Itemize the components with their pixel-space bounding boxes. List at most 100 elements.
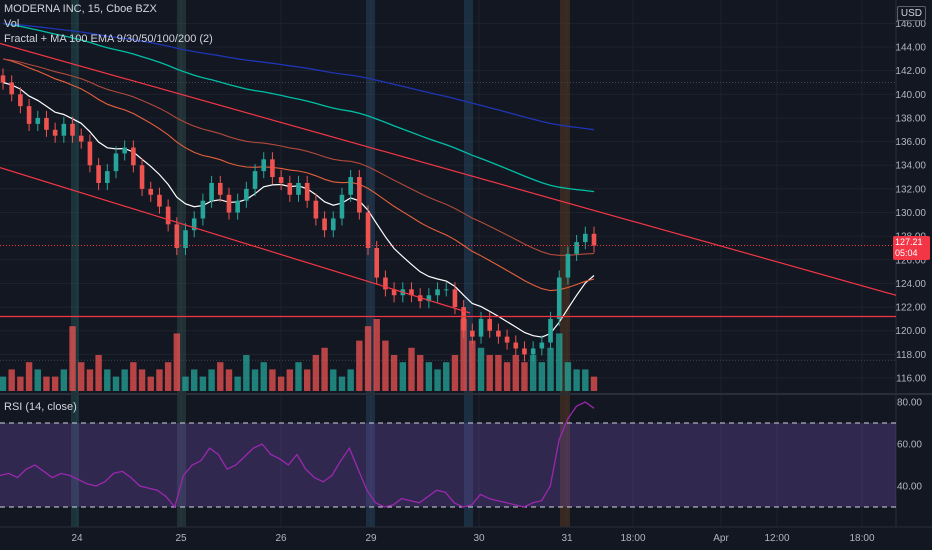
volume-bar bbox=[564, 362, 572, 391]
rsi-tick-label: 40.00 bbox=[897, 482, 922, 493]
volume-bar bbox=[78, 362, 85, 391]
candle-body bbox=[148, 188, 154, 195]
time-tick-label: 25 bbox=[175, 533, 187, 544]
volume-bar bbox=[43, 376, 50, 391]
volume-bar bbox=[321, 347, 328, 391]
price-tick-label: 136.00 bbox=[895, 137, 926, 148]
time-tick-label: 31 bbox=[561, 533, 573, 544]
candle-body bbox=[574, 242, 579, 254]
volume-bar bbox=[164, 362, 172, 391]
volume-bar bbox=[521, 362, 528, 391]
volume-bar bbox=[451, 355, 459, 391]
time-tick-label: 24 bbox=[71, 533, 83, 544]
candle-body bbox=[478, 318, 484, 337]
time-tick-label: 18:00 bbox=[620, 533, 645, 544]
volume-bar bbox=[34, 369, 41, 391]
candle-body bbox=[9, 82, 14, 95]
candle-body bbox=[261, 159, 267, 172]
session-highlight bbox=[366, 0, 375, 527]
session-highlight bbox=[560, 0, 570, 527]
volume-bar bbox=[356, 340, 363, 391]
candle-body bbox=[191, 218, 197, 231]
volume-bar bbox=[243, 355, 250, 391]
candle-body bbox=[104, 171, 110, 183]
volume-bar bbox=[95, 355, 102, 391]
candle-body bbox=[365, 212, 371, 248]
volume-legend[interactable]: Vol bbox=[4, 18, 20, 30]
candle-body bbox=[18, 94, 23, 107]
price-tick-label: 120.00 bbox=[895, 326, 926, 337]
lower-trendline bbox=[0, 167, 471, 314]
candle-body bbox=[26, 106, 32, 124]
volume-bar bbox=[373, 319, 380, 391]
volume-bar bbox=[425, 362, 433, 391]
volume-bar bbox=[130, 362, 137, 391]
candle-body bbox=[452, 289, 458, 308]
candle-body bbox=[417, 295, 423, 302]
volume-bar bbox=[538, 362, 546, 391]
volume-bar bbox=[60, 369, 68, 391]
volume-bar bbox=[382, 340, 389, 391]
volume-bar bbox=[286, 369, 294, 391]
candle-body bbox=[548, 318, 553, 343]
indicator-legend[interactable]: Fractal + MA 100 EMA 9/30/50/100/200 (2) bbox=[4, 33, 213, 45]
volume-bar bbox=[408, 347, 415, 391]
time-tick-label: 12:00 bbox=[764, 533, 789, 544]
candle-body bbox=[313, 200, 319, 219]
candle-body bbox=[470, 330, 475, 337]
volume-bar bbox=[556, 333, 563, 391]
time-tick-label: Apr bbox=[713, 533, 729, 544]
candle-body bbox=[330, 218, 336, 231]
volume-bar bbox=[460, 319, 467, 391]
candle-body bbox=[426, 295, 432, 302]
candle-body bbox=[530, 348, 536, 355]
volume-bar bbox=[303, 369, 311, 391]
bar-countdown: 05:04 bbox=[895, 248, 918, 258]
price-tick-label: 124.00 bbox=[895, 279, 926, 290]
time-tick-label: 26 bbox=[275, 533, 287, 544]
ema-200-line bbox=[2, 22, 595, 131]
time-tick-label: 30 bbox=[473, 533, 485, 544]
volume-bar bbox=[590, 376, 598, 391]
volume-bar bbox=[251, 369, 259, 391]
candle-body bbox=[409, 289, 414, 296]
candle-body bbox=[87, 141, 93, 166]
symbol-legend[interactable]: MODERNA INC, 15, Cboe BZX bbox=[4, 3, 157, 15]
rsi-line bbox=[0, 401, 595, 509]
candle-body bbox=[339, 194, 345, 219]
price-tick-label: 134.00 bbox=[895, 161, 926, 172]
candle-body bbox=[304, 182, 310, 201]
candle-body bbox=[565, 253, 571, 278]
time-tick-label: 18:00 bbox=[849, 533, 874, 544]
volume-bar bbox=[495, 355, 502, 391]
volume-bar bbox=[86, 369, 94, 391]
price-tick-label: 138.00 bbox=[895, 113, 926, 124]
volume-bar bbox=[217, 362, 224, 391]
price-tick-label: 118.00 bbox=[896, 350, 926, 361]
candle-body bbox=[52, 129, 58, 136]
candle-body bbox=[174, 224, 180, 248]
candle-body bbox=[278, 177, 284, 183]
ema-50-line bbox=[2, 58, 595, 256]
currency-button[interactable]: USD bbox=[896, 6, 926, 21]
volume-bar bbox=[138, 369, 146, 391]
candle-body bbox=[539, 342, 545, 349]
volume-bar bbox=[182, 376, 189, 391]
candle-body bbox=[113, 153, 119, 172]
volume-bar bbox=[582, 369, 589, 391]
candle-body bbox=[357, 177, 362, 213]
candle-body bbox=[183, 230, 188, 248]
volume-bar bbox=[8, 369, 15, 391]
candle-body bbox=[513, 342, 519, 349]
upper-trendline bbox=[0, 42, 897, 296]
volume-bar bbox=[199, 376, 207, 391]
candle-body bbox=[96, 165, 101, 183]
volume-bar bbox=[51, 376, 59, 391]
candle-body bbox=[496, 330, 501, 337]
candle-body bbox=[383, 277, 388, 290]
rsi-legend[interactable]: RSI (14, close) bbox=[4, 401, 77, 413]
candle-body bbox=[591, 233, 597, 246]
candle-body bbox=[61, 123, 67, 136]
candle-body bbox=[435, 289, 440, 296]
